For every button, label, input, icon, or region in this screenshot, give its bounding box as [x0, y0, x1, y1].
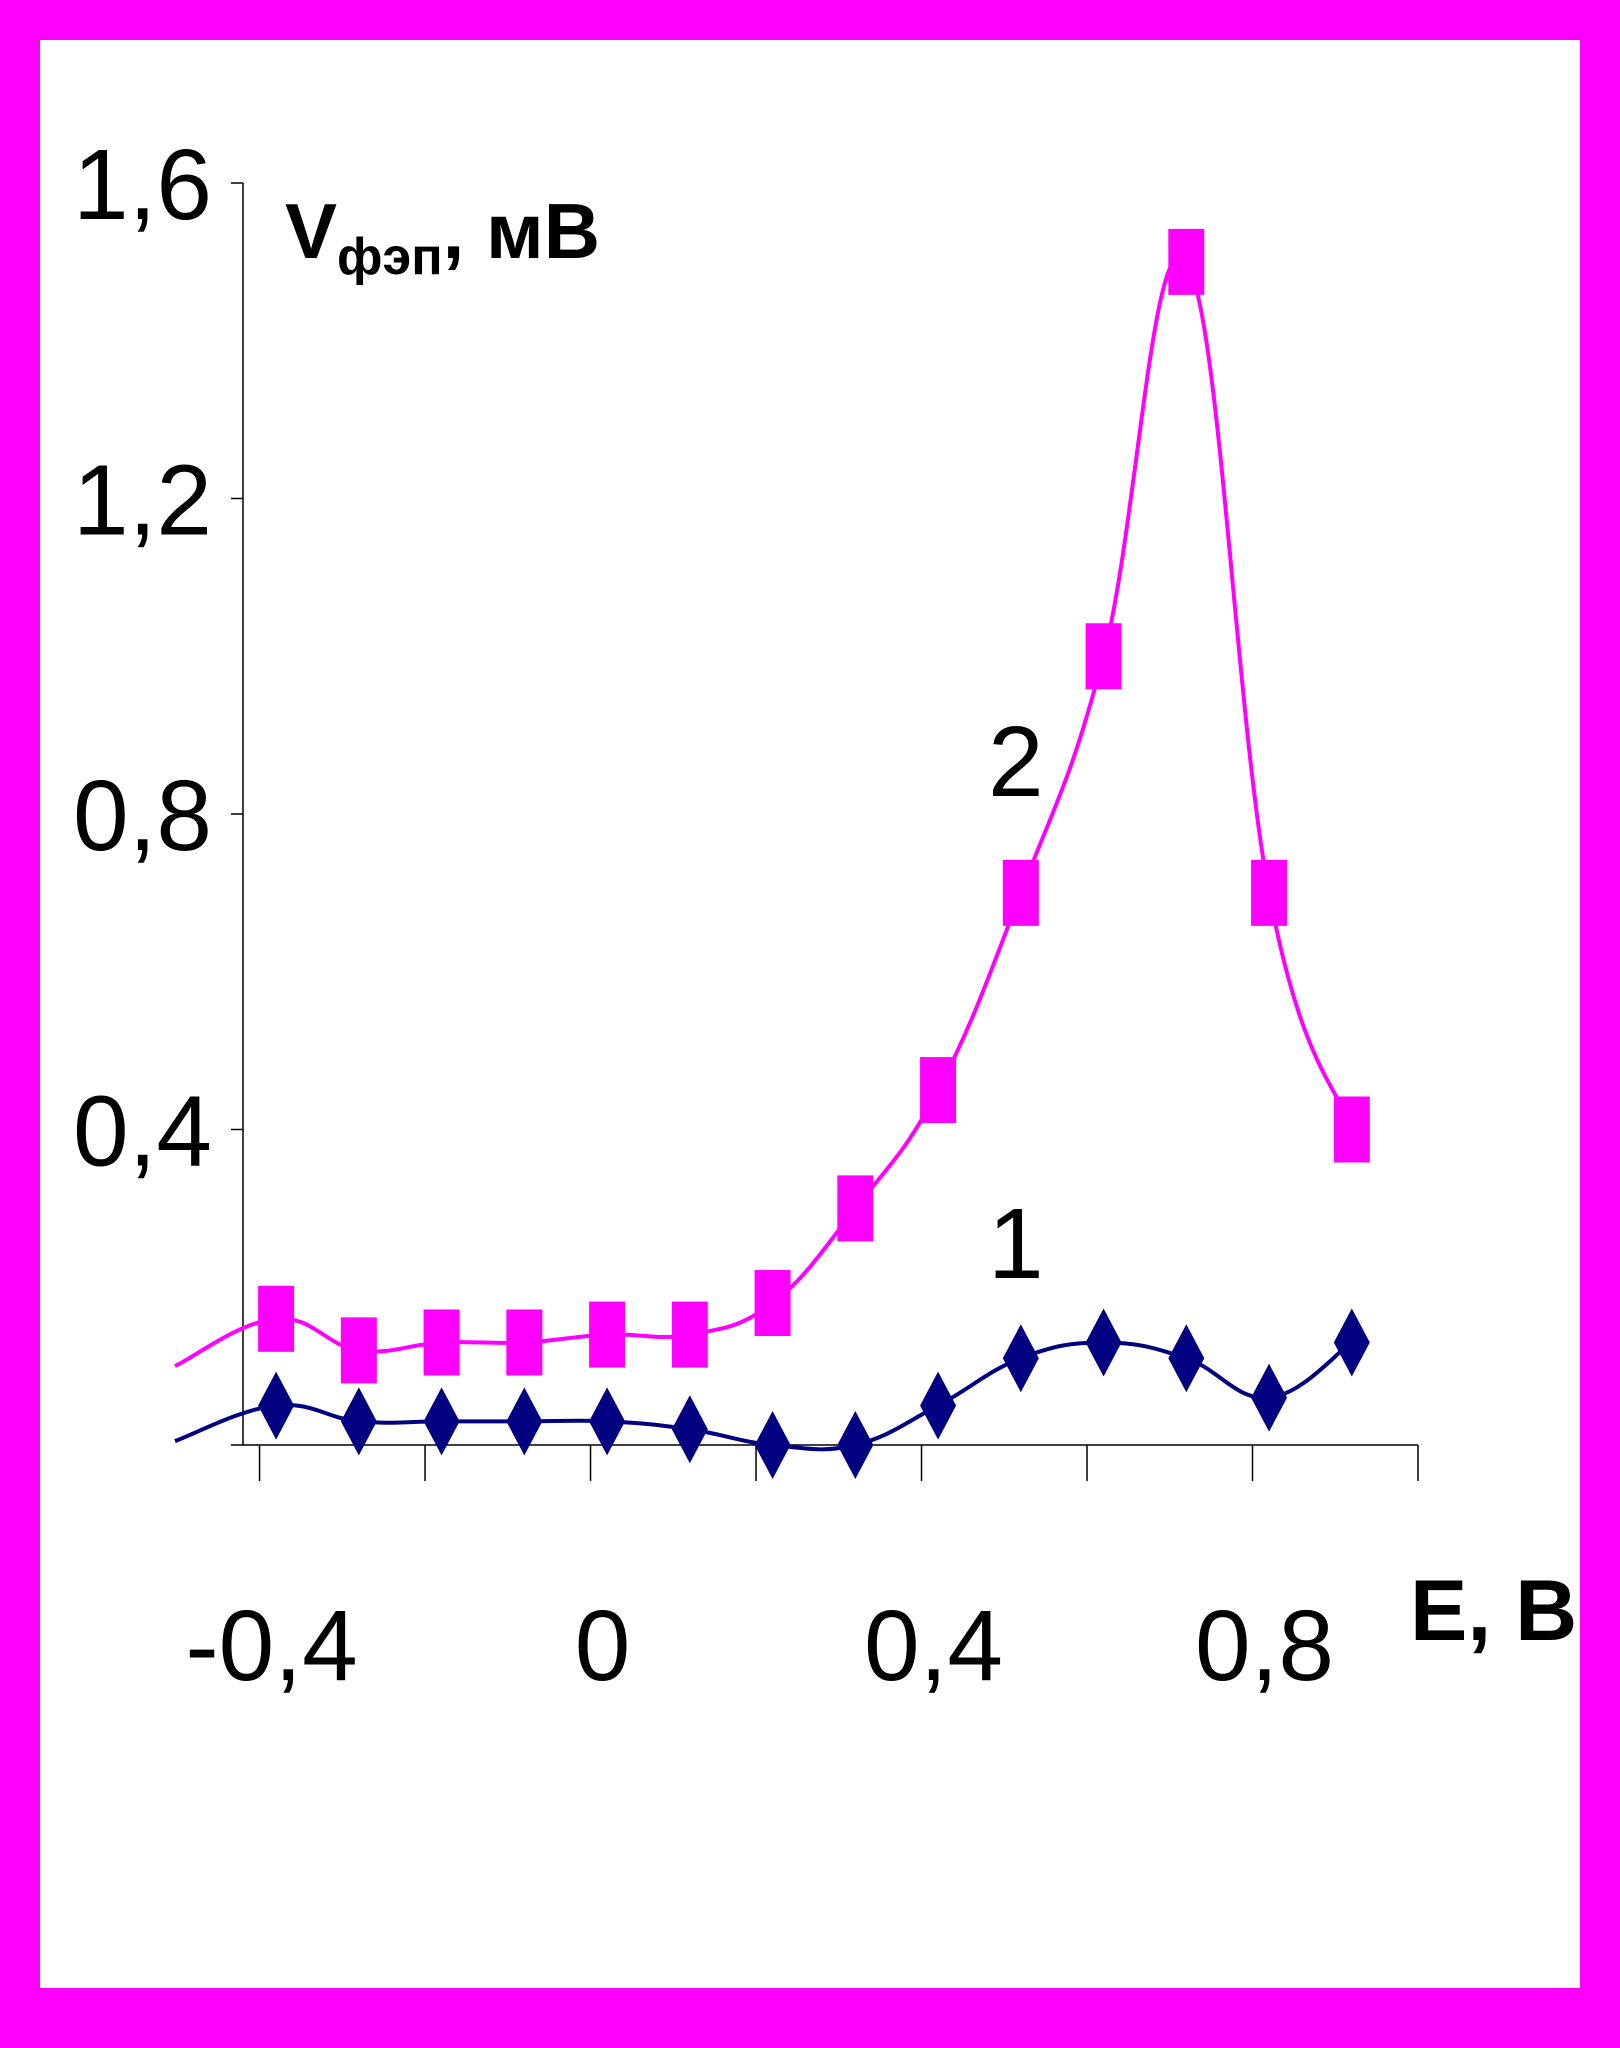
series-2-marker [506, 1309, 543, 1376]
series-1-marker [258, 1371, 295, 1440]
series-2-marker [589, 1301, 626, 1368]
axes: 0,4 0,8 1,2 1,6 -0,4 0 0,4 0,8 [73, 129, 1419, 1702]
y-axis-title: Vфэп, мВ [285, 187, 600, 286]
series-1-marker [1251, 1363, 1288, 1432]
y-tick-label: 1,2 [73, 445, 212, 557]
series-2-marker [1085, 623, 1122, 690]
x-tick-label: -0,4 [185, 1590, 357, 1702]
series-2-line [174, 255, 1354, 1368]
series-2-marker [1333, 1096, 1370, 1163]
series-2-marker [423, 1309, 460, 1376]
y-axis-title-unit: , мВ [443, 187, 600, 275]
series-2-marker [754, 1270, 791, 1337]
series-2-marker [920, 1057, 957, 1124]
y-tick-label: 0,4 [73, 1076, 212, 1188]
series-2-marker [340, 1317, 377, 1384]
series-2-marker [1002, 859, 1039, 926]
series-1-label: 1 [988, 1188, 1044, 1300]
series-1 [174, 1308, 1370, 1479]
series-1-marker [1333, 1308, 1370, 1377]
series-1-marker [1085, 1308, 1122, 1377]
series-2-marker [1251, 859, 1288, 926]
x-tick-label: 0 [575, 1590, 631, 1702]
series-layer [174, 228, 1370, 1479]
series-1-marker [1002, 1324, 1039, 1393]
series-2-marker [1168, 228, 1205, 295]
x-tick-label: 0,8 [1195, 1590, 1334, 1702]
series-1-marker [340, 1387, 377, 1456]
series-2-marker [671, 1301, 708, 1368]
y-axis-title-sub: фэп [337, 228, 443, 286]
series-1-marker [506, 1387, 543, 1456]
series-1-marker [671, 1395, 708, 1464]
series-2 [174, 228, 1370, 1384]
series-1-marker [754, 1411, 791, 1479]
series-1-marker [837, 1411, 874, 1479]
y-axis-title-main: V [285, 187, 337, 275]
series-1-marker [423, 1387, 460, 1456]
y-tick-label: 1,6 [73, 129, 212, 241]
series-2-marker [837, 1175, 874, 1242]
series-2-marker [258, 1285, 295, 1352]
series-2-label: 2 [988, 706, 1044, 818]
series-1-marker [920, 1371, 957, 1440]
x-tick-label: 0,4 [864, 1590, 1003, 1702]
series-1-marker [589, 1387, 626, 1456]
y-tick-label: 0,8 [73, 760, 212, 872]
x-axis-title: E, В [1410, 1563, 1577, 1659]
series-1-marker [1168, 1324, 1205, 1393]
chart-frame [40, 40, 1580, 1988]
